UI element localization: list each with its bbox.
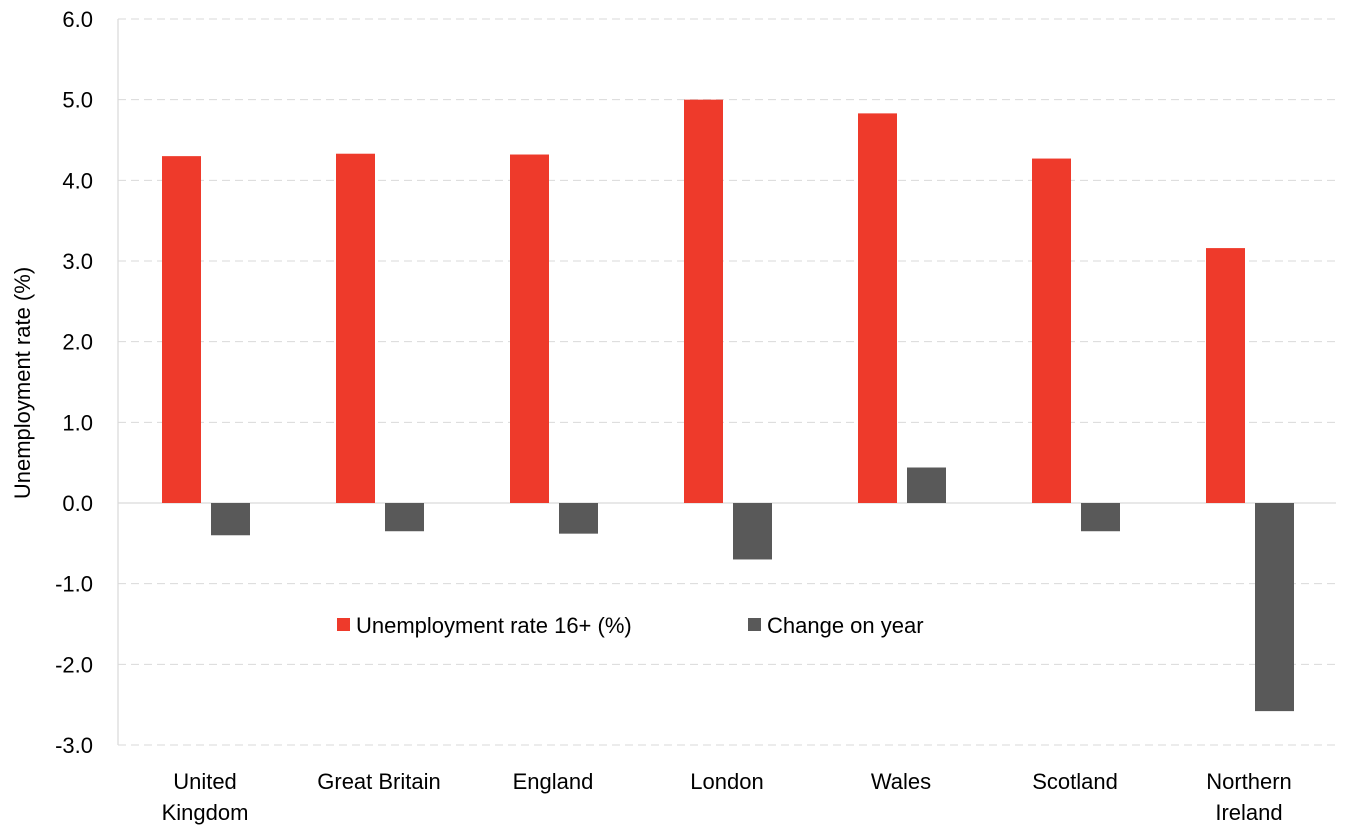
x-tick-label-line: Wales bbox=[871, 769, 931, 794]
y-tick-label: -3.0 bbox=[55, 733, 93, 758]
legend-swatch bbox=[337, 618, 350, 631]
x-tick-label-line: England bbox=[513, 769, 594, 794]
x-tick-label-line: Northern bbox=[1206, 769, 1292, 794]
bar-change-on-year bbox=[1081, 503, 1120, 532]
y-tick-label: -1.0 bbox=[55, 572, 93, 597]
bar-unemployment-rate bbox=[510, 154, 549, 503]
x-tick-label: Wales bbox=[871, 769, 931, 794]
y-tick-label: 1.0 bbox=[62, 410, 93, 435]
y-tick-label: 4.0 bbox=[62, 168, 93, 193]
bar-change-on-year bbox=[733, 503, 772, 560]
bar-change-on-year bbox=[1255, 503, 1294, 712]
x-tick-label: Northern Ireland bbox=[1206, 769, 1292, 825]
x-tick-label: Scotland bbox=[1032, 769, 1118, 794]
bar-change-on-year bbox=[211, 503, 250, 536]
x-axis-tick-labels: United Kingdom Great Britain England London W… bbox=[162, 769, 1292, 825]
x-tick-label-line: Kingdom bbox=[162, 800, 249, 825]
bar-unemployment-rate bbox=[684, 99, 723, 504]
y-axis-title: Unemployment rate (%) bbox=[10, 267, 35, 499]
x-tick-label-line: Great Britain bbox=[317, 769, 441, 794]
legend-label: Unemployment rate 16+ (%) bbox=[356, 613, 632, 638]
gridlines bbox=[117, 18, 1336, 746]
y-tick-label: 3.0 bbox=[62, 249, 93, 274]
bar-unemployment-rate bbox=[1032, 158, 1071, 503]
y-tick-label: 0.0 bbox=[62, 491, 93, 516]
legend-swatch bbox=[748, 618, 761, 631]
x-tick-label: United Kingdom bbox=[162, 769, 249, 825]
y-tick-label: -2.0 bbox=[55, 652, 93, 677]
bar-change-on-year bbox=[559, 503, 598, 534]
x-tick-label-line: Ireland bbox=[1215, 800, 1282, 825]
bar-unemployment-rate bbox=[162, 156, 201, 503]
legend: Unemployment rate 16+ (%) Change on year bbox=[337, 613, 924, 638]
legend-label: Change on year bbox=[767, 613, 924, 638]
x-tick-label: Great Britain bbox=[317, 769, 441, 794]
bar-unemployment-rate bbox=[858, 113, 897, 503]
bars bbox=[162, 99, 1294, 712]
y-tick-label: 6.0 bbox=[62, 7, 93, 32]
x-tick-label-line: Scotland bbox=[1032, 769, 1118, 794]
bar-unemployment-rate bbox=[1206, 248, 1245, 503]
y-tick-label: 5.0 bbox=[62, 88, 93, 113]
bar-unemployment-rate bbox=[336, 153, 375, 504]
y-axis-tick-labels: 6.0 5.0 4.0 3.0 2.0 1.0 0.0 -1.0 -2.0 -3.0 bbox=[55, 7, 93, 758]
x-tick-label: England bbox=[513, 769, 594, 794]
x-tick-label-line: United bbox=[173, 769, 237, 794]
y-tick-label: 2.0 bbox=[62, 330, 93, 355]
x-tick-label: London bbox=[690, 769, 763, 794]
bar-change-on-year bbox=[907, 467, 946, 503]
bar-change-on-year bbox=[385, 503, 424, 532]
x-tick-label-line: London bbox=[690, 769, 763, 794]
